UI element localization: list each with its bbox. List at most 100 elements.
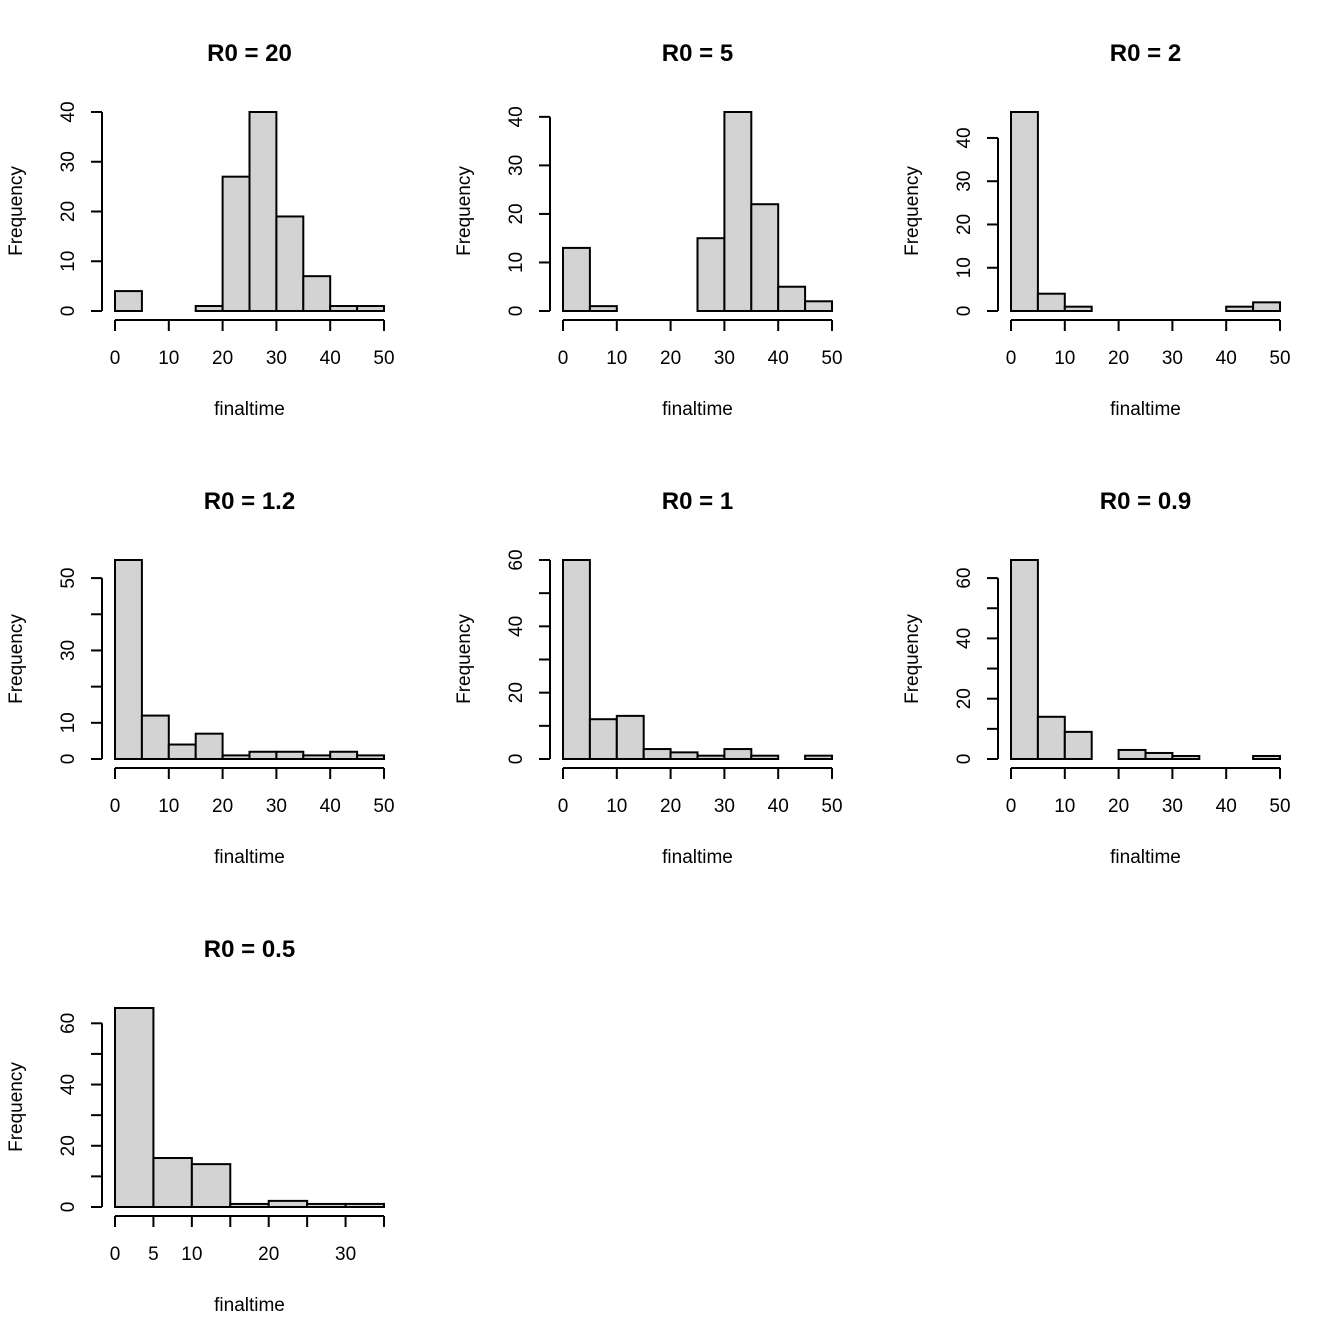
histogram-bar xyxy=(275,215,305,313)
histogram-panel: R0 = 20 0 10 20 30 40 50 0 10 20 30 40 finaltime Freq… xyxy=(6,40,395,420)
histogram-bar xyxy=(267,1199,309,1209)
histogram-bar xyxy=(1252,754,1281,761)
x-tick-label: 50 xyxy=(373,796,394,817)
histogram-bar xyxy=(302,754,332,761)
y-tick-label: 20 xyxy=(58,1135,79,1156)
histogram-bar xyxy=(588,305,618,312)
histogram-bar xyxy=(329,750,359,760)
x-tick-label: 40 xyxy=(320,796,341,817)
x-tick-label: 50 xyxy=(1269,796,1290,817)
histogram-bar xyxy=(114,559,143,760)
histogram-panel: R0 = 0.5 0 5 10 20 30 0 20 40 60 finaltime Frequenc… xyxy=(6,936,386,1316)
histogram-bar xyxy=(248,111,278,312)
histogram-bar xyxy=(114,1007,155,1208)
histogram-bar xyxy=(275,750,305,760)
histogram-bar xyxy=(221,175,251,312)
y-axis-label: Frequency xyxy=(902,614,923,704)
histogram-bar xyxy=(306,1202,347,1209)
histogram-bar xyxy=(750,754,780,761)
histogram-bar xyxy=(696,754,726,761)
histogram-bar xyxy=(194,305,224,312)
histogram-bar xyxy=(1171,754,1201,761)
histogram-bar xyxy=(1036,715,1066,761)
x-tick-label: 30 xyxy=(714,348,735,369)
histogram-bar xyxy=(1063,730,1093,761)
histogram-panel: R0 = 0.9 0 10 20 30 40 50 0 20 40 60 finaltime Frequ… xyxy=(902,488,1291,868)
y-tick-label: 20 xyxy=(954,688,975,709)
x-axis-label: finaltime xyxy=(214,847,285,868)
histogram-bar xyxy=(804,300,833,313)
histogram-bar xyxy=(723,748,753,760)
histogram-bar xyxy=(696,237,726,313)
y-tick-label: 0 xyxy=(506,306,527,317)
histogram-bar xyxy=(1225,305,1255,313)
chart-title: R0 = 0.9 xyxy=(1100,488,1191,515)
histogram-bar xyxy=(190,1163,232,1208)
histogram-bar xyxy=(1036,292,1066,312)
histogram-bar xyxy=(114,290,143,313)
histogram-bar xyxy=(1010,111,1039,312)
x-tick-label: 30 xyxy=(1162,796,1183,817)
x-tick-label: 20 xyxy=(258,1244,279,1265)
chart-title: R0 = 2 xyxy=(1110,40,1181,67)
x-tick-label: 0 xyxy=(1006,796,1017,817)
y-tick-label: 10 xyxy=(506,252,527,273)
x-tick-label: 30 xyxy=(266,796,287,817)
chart-title: R0 = 20 xyxy=(207,40,292,67)
histogram-bar xyxy=(167,743,197,761)
y-tick-label: 30 xyxy=(954,171,975,192)
histogram-bar xyxy=(562,246,591,312)
histogram-bar xyxy=(804,754,833,761)
y-tick-label: 20 xyxy=(58,201,79,222)
histogram-bar xyxy=(356,305,386,312)
histogram-bar xyxy=(1063,305,1093,313)
y-tick-label: 30 xyxy=(58,151,79,172)
histogram-bar xyxy=(615,714,645,761)
x-tick-label: 20 xyxy=(1108,796,1129,817)
x-tick-label: 0 xyxy=(110,796,121,817)
x-tick-label: 0 xyxy=(558,348,569,369)
y-tick-label: 30 xyxy=(506,155,527,176)
histogram-bar xyxy=(344,1202,386,1209)
x-tick-label: 0 xyxy=(110,348,121,369)
y-tick-label: 0 xyxy=(58,1202,79,1213)
histogram-bar xyxy=(221,754,251,761)
y-axis-label: Frequency xyxy=(454,614,475,704)
x-tick-label: 40 xyxy=(768,796,789,817)
y-tick-label: 40 xyxy=(506,616,527,637)
y-tick-label: 40 xyxy=(954,127,975,148)
x-axis-label: finaltime xyxy=(662,847,733,868)
y-tick-label: 10 xyxy=(58,712,79,733)
histogram-panel: R0 = 5 0 10 20 30 40 50 0 10 20 30 40 finaltime Frequ… xyxy=(454,40,843,420)
x-tick-label: 40 xyxy=(1216,796,1237,817)
x-tick-label: 10 xyxy=(1054,348,1075,369)
y-tick-label: 40 xyxy=(506,106,527,127)
x-tick-label: 20 xyxy=(212,796,233,817)
chart-title: R0 = 5 xyxy=(662,40,733,67)
histogram-bar xyxy=(302,275,332,312)
y-tick-label: 20 xyxy=(954,214,975,235)
histogram-panel: R0 = 1 0 10 20 30 40 50 0 20 40 60 finaltime Frequen… xyxy=(454,488,843,868)
histogram-bar xyxy=(642,748,672,760)
x-tick-label: 20 xyxy=(660,348,681,369)
y-axis-label: Frequency xyxy=(6,1062,27,1152)
x-tick-label: 50 xyxy=(821,348,842,369)
histogram-bar xyxy=(194,732,224,761)
y-tick-label: 0 xyxy=(58,306,79,317)
x-axis-label: finaltime xyxy=(214,399,285,420)
chart-title: R0 = 1.2 xyxy=(204,488,295,515)
y-axis-label: Frequency xyxy=(6,166,27,256)
y-tick-label: 0 xyxy=(954,754,975,765)
x-axis-label: finaltime xyxy=(1110,847,1181,868)
x-axis-label: finaltime xyxy=(214,1295,285,1316)
histogram-bar xyxy=(1252,301,1281,313)
x-axis-label: finaltime xyxy=(662,399,733,420)
histogram-panel: R0 = 2 0 10 20 30 40 50 0 10 20 30 40 finaltime Frequ… xyxy=(902,40,1291,420)
y-axis-label: Frequency xyxy=(6,614,27,704)
x-tick-label: 0 xyxy=(1006,348,1017,369)
histogram-panel: R0 = 1.2 0 10 20 30 40 50 0 10 30 50 finaltime Frequ… xyxy=(6,488,395,868)
y-tick-label: 0 xyxy=(58,754,79,765)
x-tick-label: 10 xyxy=(1054,796,1075,817)
